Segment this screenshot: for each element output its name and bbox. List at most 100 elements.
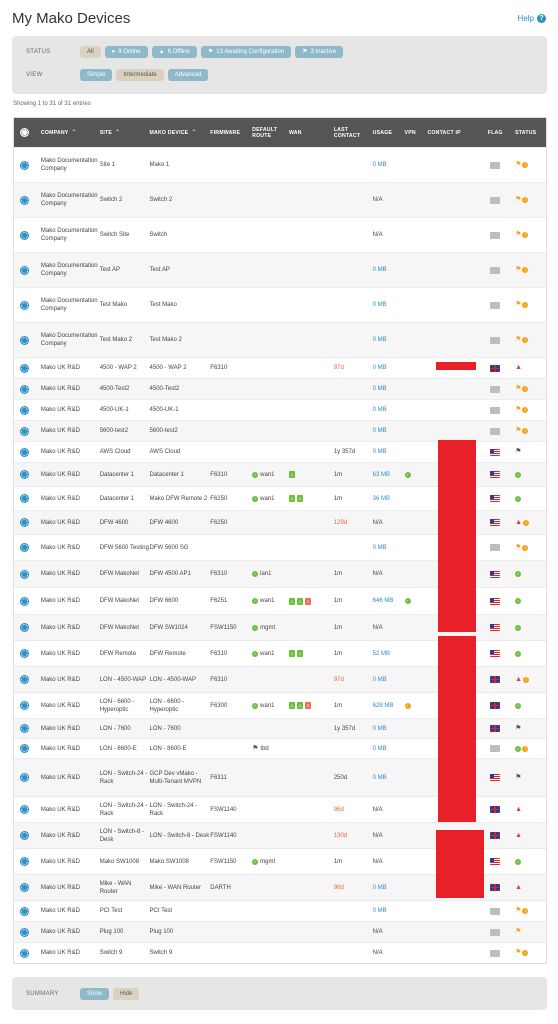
gear-icon[interactable] (20, 570, 28, 578)
settings-column-header[interactable] (14, 129, 35, 136)
wan-badge[interactable]: 2 (304, 702, 311, 709)
table-row[interactable]: Mako UK R&D LON - Switch-24 - Rack LON - S… (14, 796, 546, 822)
status-filter-chip-label[interactable]: All (87, 49, 94, 55)
wan-badge[interactable]: 1 (288, 471, 295, 478)
table-row[interactable]: Mako UK R&D LON - 8600-E LON - 8600-E ⚑ tbd 0… (14, 738, 546, 758)
cell-usage[interactable]: 63 MB (372, 471, 390, 478)
row-settings[interactable] (14, 928, 35, 936)
row-settings[interactable] (14, 406, 35, 414)
status-filter-chip-label[interactable]: 6 Offline (167, 49, 190, 55)
warning-icon[interactable]: ▲ (158, 49, 165, 55)
gear-icon[interactable] (20, 949, 28, 957)
view-filter-chip[interactable]: Intermediate (116, 69, 164, 81)
table-row[interactable]: Mako Documentation Company Site 1 Mako 1 0 … (14, 147, 546, 182)
table-row[interactable]: Mako Documentation Company Switch Site Swi… (14, 217, 546, 252)
gear-icon[interactable] (20, 774, 28, 781)
wan-badge[interactable]: 2 (304, 597, 311, 605)
gear-icon[interactable] (20, 364, 28, 372)
wan-badge[interactable]: 1 (288, 597, 295, 605)
gear-icon[interactable] (20, 406, 28, 414)
cell-usage[interactable]: 0 MB (372, 428, 387, 434)
row-settings[interactable] (14, 624, 35, 631)
cell-usage[interactable]: 628 MB (372, 702, 394, 709)
row-settings[interactable] (14, 725, 35, 732)
table-row[interactable]: Mako UK R&D DFW Remote DFW Remote F6310 ✓ wan… (14, 640, 546, 666)
row-settings[interactable] (14, 161, 35, 169)
gear-icon[interactable] (20, 702, 28, 709)
table-row[interactable]: Mako UK R&D Plug 100 Plug 100 N/A ⚑ (14, 921, 546, 942)
table-row[interactable]: Mako UK R&D DFW 5600 Testing DFW 5600 SG 0 … (14, 534, 546, 560)
help-link[interactable]: Help ? (518, 14, 546, 23)
row-settings[interactable] (14, 806, 35, 813)
wan-badge[interactable]: 1 (296, 597, 303, 605)
wan-badge[interactable]: 1 (296, 495, 303, 502)
cell-usage[interactable]: 0 MB (372, 908, 387, 914)
table-row[interactable]: Mako Documentation Company Test Mako 2 Tes… (14, 322, 546, 357)
row-settings[interactable] (14, 231, 35, 239)
row-settings[interactable] (14, 702, 35, 709)
row-settings[interactable] (14, 364, 35, 372)
wan-badge[interactable]: 1 (288, 650, 295, 657)
table-row[interactable]: Mako UK R&D Mako SW1008 Mako SW1008 FSW1150… (14, 848, 546, 874)
cell-usage[interactable]: 646 MB (372, 598, 394, 604)
table-row[interactable]: Mako Documentation Company Test Mako Test … (14, 287, 546, 322)
gear-icon[interactable] (20, 806, 28, 813)
gear-icon[interactable] (20, 745, 28, 752)
table-row[interactable]: Mako UK R&D DFW MakoNet DFW 6600 F6251 ✓ wan1… (14, 587, 546, 614)
gear-icon[interactable] (20, 385, 28, 393)
row-settings[interactable] (14, 448, 35, 456)
status-filter-chip[interactable]: ▲ 6 Offline (151, 46, 197, 58)
gear-icon[interactable] (20, 448, 28, 456)
header-company[interactable]: COMPANY ⌃ (40, 129, 77, 137)
row-settings[interactable] (14, 519, 35, 526)
cell-usage[interactable]: 0 MB (372, 449, 387, 455)
gear-icon[interactable] (20, 266, 28, 274)
status-filter-chip[interactable]: ● 9 Online (104, 46, 148, 58)
row-settings[interactable] (14, 884, 35, 891)
cell-usage[interactable]: 0 MB (372, 386, 387, 392)
header-site[interactable]: SITE ⌃ (99, 129, 121, 137)
row-settings[interactable] (14, 196, 35, 204)
status-filter-chip[interactable]: All (80, 46, 101, 58)
sort-icon[interactable]: ⌃ (115, 130, 121, 136)
table-row[interactable]: Mako UK R&D PCI Test PCI Test 0 MB ⚑! (14, 900, 546, 921)
gear-icon[interactable] (20, 427, 28, 435)
online-icon[interactable]: ● (111, 49, 116, 55)
cell-usage[interactable]: 0 MB (372, 162, 387, 168)
gear-icon[interactable] (20, 907, 28, 915)
row-settings[interactable] (14, 774, 35, 781)
status-filter-chip-label[interactable]: 3 Inactive (310, 49, 337, 55)
gear-icon[interactable] (20, 336, 28, 344)
row-settings[interactable] (14, 495, 35, 502)
row-settings[interactable] (14, 266, 35, 274)
row-settings[interactable] (14, 949, 35, 957)
table-row[interactable]: Mako UK R&D LON - 6600 - Hyperoptic LON - … (14, 692, 546, 718)
row-settings[interactable] (14, 676, 35, 683)
cell-usage[interactable]: 0 MB (372, 337, 387, 343)
gear-icon[interactable] (20, 471, 28, 478)
table-row[interactable]: Mako UK R&D 4500 - WAP 2 4500 - WAP 2 F6310… (14, 357, 546, 378)
gear-icon[interactable] (20, 676, 28, 683)
row-settings[interactable] (14, 858, 35, 865)
wan-badge[interactable]: 1 (296, 702, 303, 709)
status-filter-chip[interactable]: ⚑ 13 Awaiting Configuration (200, 46, 292, 58)
table-row[interactable]: Mako UK R&D 4500-UK-1 4500-UK-1 0 MB ⚑! (14, 399, 546, 420)
gear-icon[interactable] (20, 832, 28, 839)
gear-icon[interactable] (20, 196, 28, 204)
wan-badge[interactable]: 1 (296, 650, 303, 657)
table-row[interactable]: Mako UK R&D Datacenter 1 Mako DFW Remote 2… (14, 486, 546, 510)
gear-icon[interactable] (20, 858, 28, 865)
gear-icon[interactable] (20, 884, 28, 891)
row-settings[interactable] (14, 832, 35, 839)
summary-show-button[interactable]: Show (80, 988, 110, 1000)
table-row[interactable]: Mako UK R&D AWS Cloud AWS Cloud 1y 357d 0 MB… (14, 441, 546, 462)
gear-icon[interactable] (20, 544, 28, 551)
table-row[interactable]: Mako Documentation Company Switch 2 Switch… (14, 182, 546, 217)
table-row[interactable]: Mako UK R&D 5600-test2 5600-test2 0 MB ⚑! (14, 420, 546, 441)
gear-icon[interactable] (20, 597, 28, 605)
row-settings[interactable] (14, 650, 35, 657)
table-row[interactable]: Mako UK R&D LON - 7600 LON - 7600 1y 357d 0 … (14, 718, 546, 738)
view-filter-chip[interactable]: Simple (80, 69, 113, 81)
summary-hide-button[interactable]: Hide (113, 988, 140, 1000)
gear-icon[interactable] (20, 495, 28, 502)
